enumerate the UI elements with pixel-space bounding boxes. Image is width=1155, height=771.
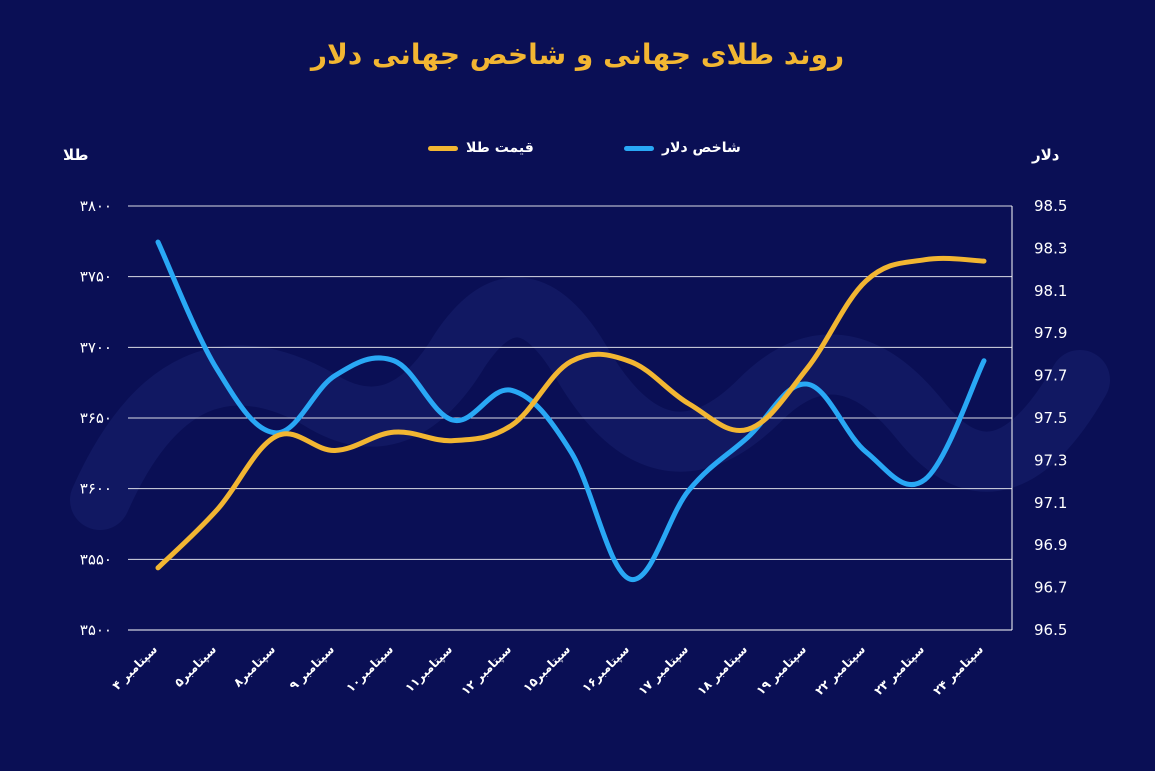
x-tick-label: ۱۸ سپتامبر [694, 642, 750, 698]
x-tick-label: ۵سپتامبر [172, 642, 220, 690]
x-tick-label: ۱۰سپتامبر [343, 642, 396, 695]
y-tick-label: ۳۵۰۰ [80, 621, 112, 639]
y-tick-label: ۳۷۵۰ [80, 268, 112, 286]
x-tick-label: ۸سپتامبر [231, 642, 279, 690]
x-tick-label: ۴ سپتامبر [110, 642, 161, 693]
y-tick-label: ۳۵۵۰ [80, 550, 112, 568]
x-tick-label: ۲۳ سپتامبر [871, 642, 927, 698]
chart-title: روند طلای جهانی و شاخص جهانی دلار [310, 38, 845, 71]
y2-tick-label: 97.7 [1034, 367, 1067, 385]
x-tick-label: ۲۲ سپتامبر [812, 642, 868, 698]
x-tick-label: ۱۵سپتامبر [520, 642, 573, 695]
x-tick-label: ۲۴ سپتامبر [930, 642, 986, 698]
legend-gold-label: قیمت طلا [466, 140, 534, 156]
y-tick-label: ۳۶۰۰ [80, 480, 112, 498]
x-tick-label: ۱۲ سپتامبر [458, 642, 514, 698]
y2-tick-label: 97.1 [1034, 494, 1067, 512]
y2-tick-label: 97.9 [1034, 324, 1067, 342]
x-tick-label: ۱۶سپتامبر [579, 642, 632, 695]
x-tick-label: ۱۱سپتامبر [402, 642, 455, 695]
y-tick-label: ۳۶۵۰ [80, 409, 112, 427]
x-tick-label: ۹ سپتامبر [287, 642, 338, 693]
y2-tick-label: 96.7 [1034, 579, 1067, 597]
y2-tick-label: 98.1 [1034, 282, 1067, 300]
x-tick-label: ۱۷ سپتامبر [635, 642, 691, 698]
y2-tick-label: 96.5 [1034, 621, 1067, 639]
left-axis-title: طلا [63, 146, 89, 164]
legend-dollar-label: شاخص دلار [662, 140, 741, 156]
legend-gold: قیمت طلا [428, 138, 534, 158]
y2-tick-label: 97.3 [1034, 451, 1067, 469]
y-tick-label: ۳۷۰۰ [80, 338, 112, 356]
right-axis-title: دلار [1032, 146, 1060, 164]
y2-tick-label: 98.3 [1034, 239, 1067, 257]
x-tick-label: ۱۹ سپتامبر [753, 642, 809, 698]
gold-price-line [155, 255, 987, 571]
dollar-index-line [155, 239, 987, 582]
legend-dollar: شاخص دلار [624, 138, 741, 158]
y2-tick-label: 97.5 [1034, 409, 1067, 427]
legend-dollar-swatch [624, 145, 654, 151]
y2-tick-label: 98.5 [1034, 197, 1067, 215]
y2-tick-label: 96.9 [1034, 536, 1067, 554]
y-tick-label: ۳۸۰۰ [80, 197, 112, 215]
legend-gold-swatch [428, 145, 458, 151]
